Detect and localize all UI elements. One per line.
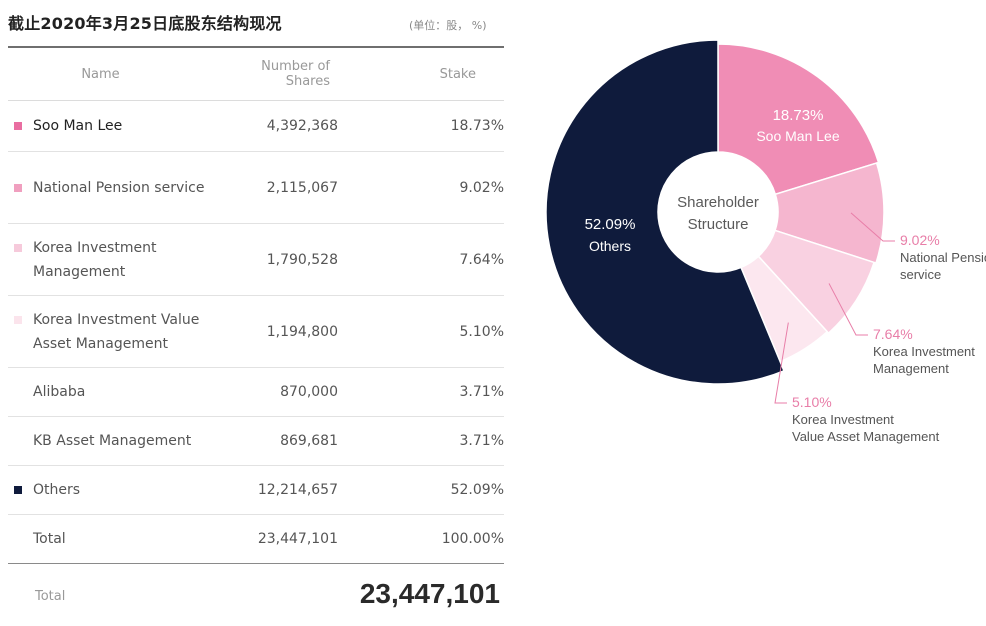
stake-cell: 3.71%: [338, 416, 504, 466]
bottom-total-value: 23,447,101: [359, 578, 500, 609]
shares-cell: 4,392,368: [213, 100, 338, 152]
page-title: 截止2020年3月25日底股东结构现况: [8, 14, 282, 33]
shareholder-name: KB Asset Management: [33, 433, 192, 449]
shareholder-name: Others: [33, 482, 81, 498]
shareholder-name: Total: [33, 531, 66, 547]
stake-cell: 7.64%: [338, 223, 504, 296]
shareholder-name: Soo Man Lee: [33, 118, 123, 134]
slice-name-label: Korea Investment: [792, 412, 894, 427]
shareholder-name: Korea Investment Management: [33, 239, 157, 280]
table-row: Alibaba 870,000 3.71%: [8, 367, 504, 417]
stake-cell: 100.00%: [338, 514, 504, 564]
stake-cell: 3.71%: [338, 367, 504, 417]
column-header-stake: Stake: [338, 48, 504, 101]
shares-cell: 869,681: [213, 416, 338, 466]
shareholder-name-cell: Korea Investment Management: [8, 223, 213, 296]
slice-leader-line: [774, 322, 789, 404]
slice-name-label: Others: [589, 238, 631, 254]
shareholder-name-cell: Total: [8, 514, 213, 564]
shares-cell: 23,447,101: [213, 514, 338, 564]
table-header-row: Name Number of Shares Stake: [8, 48, 504, 101]
slice-value-label: 7.64%: [873, 326, 913, 342]
donut-slice-national-pension-service: [774, 162, 885, 264]
table-row: KB Asset Management 869,681 3.71%: [8, 416, 504, 466]
shares-cell: 2,115,067: [213, 151, 338, 224]
donut-slice-soo-man-lee: [717, 43, 880, 196]
slice-name-label: service: [900, 267, 941, 282]
shares-cell: 870,000: [213, 367, 338, 417]
slice-value-label: 5.10%: [792, 394, 832, 410]
table-row: National Pension service 2,115,067 9.02%: [8, 151, 504, 224]
chart-center-label-line-2: Structure: [688, 216, 749, 233]
slice-leader-line: [828, 283, 868, 336]
stake-cell: 52.09%: [338, 465, 504, 515]
table-row: Korea Investment Value Asset Management …: [8, 295, 504, 368]
shareholder-table: Name Number of Shares Stake Soo Man Lee …: [8, 48, 504, 564]
shareholder-name-cell: Alibaba: [8, 367, 213, 417]
legend-swatch: [14, 486, 22, 494]
donut-leader-lines: [774, 212, 895, 404]
table-total-row: Total 23,447,101 100.00%: [8, 514, 504, 564]
legend-swatch: [14, 243, 22, 252]
donut-slice-korea-investment-management: [757, 229, 876, 335]
stake-cell: 18.73%: [338, 100, 504, 152]
shareholder-donut-chart: 18.73% Soo Man Lee 9.02% National Pension se…: [545, 39, 986, 444]
shareholder-name: Korea Investment Value Asset Management: [33, 311, 200, 352]
stake-cell: 9.02%: [338, 151, 504, 224]
shareholder-name-cell: Soo Man Lee: [8, 100, 213, 152]
chart-center-label-line-1: Shareholder: [677, 194, 759, 211]
donut-labels: 18.73% Soo Man Lee 9.02% National Pension se…: [585, 107, 986, 444]
donut-slice-others: [545, 39, 785, 385]
shares-cell: 12,214,657: [213, 465, 338, 515]
slice-name-label: Soo Man Lee: [756, 128, 839, 144]
slice-name-label: Value Asset Management: [792, 429, 940, 444]
legend-swatch: [14, 315, 22, 324]
bottom-total-label: Total: [35, 589, 66, 604]
slice-name-label: Management: [873, 361, 949, 376]
slice-value-label: 18.73%: [773, 107, 824, 124]
shareholder-name-cell: Others: [8, 465, 213, 515]
shareholder-name-cell: Korea Investment Value Asset Management: [8, 295, 213, 368]
slice-name-label: Korea Investment: [873, 344, 975, 359]
column-header-name: Name: [8, 48, 213, 101]
column-header-shares: Number of Shares: [213, 48, 338, 101]
table-row: Soo Man Lee 4,392,368 18.73%: [8, 100, 504, 152]
legend-swatch: [14, 183, 22, 192]
shareholder-name: Alibaba: [33, 384, 86, 400]
legend-swatch: [14, 122, 22, 130]
slice-leader-line: [850, 212, 895, 242]
slice-name-label: National Pension: [900, 250, 986, 265]
unit-note: (单位：股， %): [409, 19, 487, 32]
table-row: Korea Investment Management 1,790,528 7.…: [8, 223, 504, 296]
stake-cell: 5.10%: [338, 295, 504, 368]
shareholder-name-cell: KB Asset Management: [8, 416, 213, 466]
shareholder-name-cell: National Pension service: [8, 151, 213, 224]
shareholder-name: National Pension service: [33, 179, 205, 196]
donut-slices: [545, 39, 885, 385]
slice-value-label: 9.02%: [900, 232, 940, 248]
shares-cell: 1,194,800: [213, 295, 338, 368]
shares-cell: 1,790,528: [213, 223, 338, 296]
slice-value-label: 52.09%: [585, 216, 636, 233]
table-row: Others 12,214,657 52.09%: [8, 465, 504, 515]
table-top-rule: [8, 46, 504, 48]
